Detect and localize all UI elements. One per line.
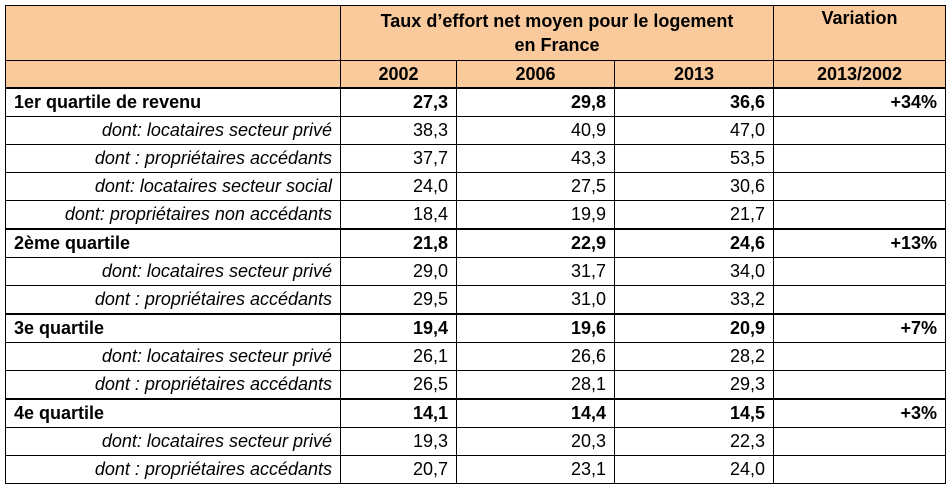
value-2013: 33,2 (614, 285, 774, 315)
value-2006: 20,3 (456, 427, 615, 456)
row-label: dont : propriétaires accédants (5, 370, 341, 400)
value-2013: 30,6 (614, 172, 774, 201)
value-2013: 36,6 (614, 87, 774, 117)
table-row-quartile: 2ème quartile 21,8 22,9 24,6 +13% (5, 228, 946, 258)
table-body: 1er quartile de revenu 27,3 29,8 36,6 +34% do… (5, 87, 946, 484)
value-2006: 28,1 (456, 370, 615, 400)
header-empty-cell-2 (5, 60, 341, 89)
value-2002: 21,8 (340, 228, 457, 258)
header-title-line2: en France (514, 35, 600, 55)
table-row-sub: dont : propriétaires accédants 37,7 43,3 53… (5, 144, 946, 173)
value-2006: 27,5 (456, 172, 615, 201)
value-2002: 26,5 (340, 370, 457, 400)
value-2002: 14,1 (340, 398, 457, 428)
value-variation (773, 116, 946, 145)
value-2013: 14,5 (614, 398, 774, 428)
row-label: 4e quartile (5, 398, 341, 428)
value-2002: 38,3 (340, 116, 457, 145)
value-variation (773, 285, 946, 315)
table-row-sub: dont: locataires secteur social 24,0 27,5 3… (5, 172, 946, 201)
value-variation (773, 427, 946, 456)
value-2006: 31,0 (456, 285, 615, 315)
value-2006: 14,4 (456, 398, 615, 428)
row-label: 2ème quartile (5, 228, 341, 258)
value-2013: 20,9 (614, 313, 774, 343)
value-2002: 37,7 (340, 144, 457, 173)
value-2002: 27,3 (340, 87, 457, 117)
value-2013: 28,2 (614, 342, 774, 371)
value-2002: 19,3 (340, 427, 457, 456)
value-2006: 22,9 (456, 228, 615, 258)
table-row-sub: dont : propriétaires accédants 20,7 23,1 24… (5, 455, 946, 484)
value-variation (773, 200, 946, 230)
table-row-sub: dont: locataires secteur privé 19,3 20,3 22… (5, 427, 946, 456)
value-2006: 43,3 (456, 144, 615, 173)
value-2006: 26,6 (456, 342, 615, 371)
row-label: dont : propriétaires accédants (5, 285, 341, 315)
table-row-quartile: 1er quartile de revenu 27,3 29,8 36,6 +34% (5, 87, 946, 117)
row-label: 1er quartile de revenu (5, 87, 341, 117)
row-label: dont: locataires secteur privé (5, 116, 341, 145)
header-title-cell: Taux d’effort net moyen pour le logement… (340, 5, 774, 61)
header-year-2002: 2002 (340, 60, 457, 89)
header-year-2013: 2013 (614, 60, 774, 89)
value-2002: 19,4 (340, 313, 457, 343)
housing-effort-table: Taux d’effort net moyen pour le logement… (5, 5, 946, 484)
value-variation (773, 370, 946, 400)
value-variation: +13% (773, 228, 946, 258)
value-2006: 29,8 (456, 87, 615, 117)
value-2002: 29,5 (340, 285, 457, 315)
table-row-sub: dont: locataires secteur privé 26,1 26,6 28… (5, 342, 946, 371)
value-2002: 26,1 (340, 342, 457, 371)
value-variation (773, 342, 946, 371)
row-label: dont: propriétaires non accédants (5, 200, 341, 230)
row-label: dont : propriétaires accédants (5, 455, 341, 484)
row-label: dont: locataires secteur social (5, 172, 341, 201)
value-2006: 19,6 (456, 313, 615, 343)
header-row-title: Taux d’effort net moyen pour le logement… (5, 5, 946, 61)
value-2013: 24,6 (614, 228, 774, 258)
value-2002: 20,7 (340, 455, 457, 484)
header-year-2006: 2006 (456, 60, 615, 89)
value-2006: 31,7 (456, 257, 615, 286)
value-2013: 22,3 (614, 427, 774, 456)
header-row-years: 2002 2006 2013 2013/2002 (5, 60, 946, 89)
table-row-quartile: 4e quartile 14,1 14,4 14,5 +3% (5, 398, 946, 428)
table-row-quartile: 3e quartile 19,4 19,6 20,9 +7% (5, 313, 946, 343)
value-2002: 24,0 (340, 172, 457, 201)
value-variation (773, 172, 946, 201)
value-2006: 40,9 (456, 116, 615, 145)
row-label: dont : propriétaires accédants (5, 144, 341, 173)
value-variation (773, 455, 946, 484)
value-variation: +7% (773, 313, 946, 343)
value-2002: 18,4 (340, 200, 457, 230)
value-2013: 53,5 (614, 144, 774, 173)
table-row-sub: dont: locataires secteur privé 29,0 31,7 34… (5, 257, 946, 286)
table-row-sub: dont: locataires secteur privé 38,3 40,9 47… (5, 116, 946, 145)
row-label: 3e quartile (5, 313, 341, 343)
value-2006: 23,1 (456, 455, 615, 484)
value-variation: +3% (773, 398, 946, 428)
value-variation (773, 144, 946, 173)
value-2006: 19,9 (456, 200, 615, 230)
row-label: dont: locataires secteur privé (5, 342, 341, 371)
value-2013: 29,3 (614, 370, 774, 400)
value-2013: 47,0 (614, 116, 774, 145)
value-2013: 34,0 (614, 257, 774, 286)
value-variation: +34% (773, 87, 946, 117)
header-title-line1: Taux d’effort net moyen pour le logement (380, 11, 734, 31)
value-2013: 24,0 (614, 455, 774, 484)
value-variation (773, 257, 946, 286)
value-2002: 29,0 (340, 257, 457, 286)
table-row-sub: dont : propriétaires accédants 29,5 31,0 33… (5, 285, 946, 315)
row-label: dont: locataires secteur privé (5, 257, 341, 286)
row-label: dont: locataires secteur privé (5, 427, 341, 456)
header-variation-period: 2013/2002 (773, 60, 946, 89)
header-variation-cell: Variation (773, 5, 946, 61)
header-empty-cell (5, 5, 341, 61)
table-row-sub: dont: propriétaires non accédants 18,4 19,… (5, 200, 946, 230)
table-row-sub: dont : propriétaires accédants 26,5 28,1 29… (5, 370, 946, 400)
value-2013: 21,7 (614, 200, 774, 230)
